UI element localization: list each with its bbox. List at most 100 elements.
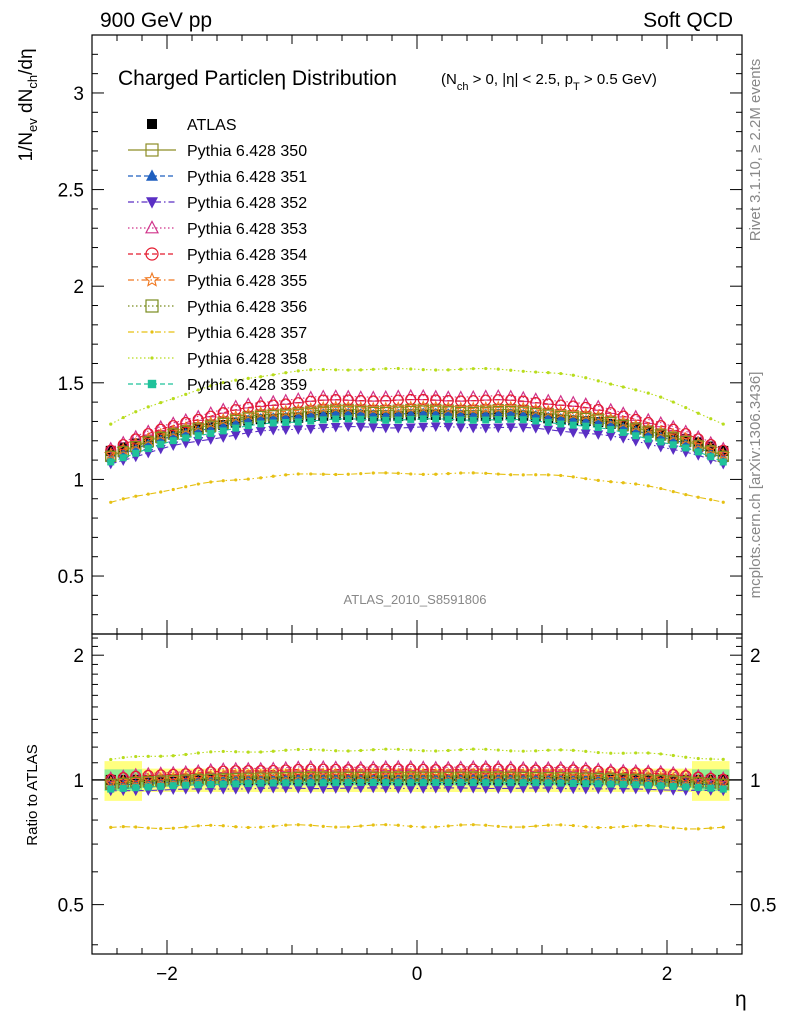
point-9-41 (621, 385, 625, 389)
legend-label-1: Pythia 6.428 350 (187, 143, 307, 160)
legend-entry-10: Pythia 6.428 359 (128, 377, 307, 394)
ratio-point-4-30 (479, 759, 492, 771)
legend-entry-6: Pythia 6.428 355 (128, 271, 307, 290)
ratio-point-6-6 (178, 770, 193, 784)
ratio-point-9-3 (146, 754, 150, 758)
ratio-point-3-11 (243, 784, 254, 795)
ratio-ytick-label-right: 2 (750, 646, 761, 667)
ratio-point-4-28 (454, 760, 467, 772)
ratio-point-9-11 (246, 750, 250, 754)
point-8-28 (459, 471, 463, 475)
point-8-14 (284, 473, 288, 477)
point-9-29 (471, 367, 475, 371)
legend-marker-10 (147, 379, 157, 389)
ratio-point-3-18 (330, 784, 341, 794)
ratio-ytick-label-right: 0.5 (750, 896, 776, 917)
ratio-point-10-29 (469, 779, 477, 787)
ratio-point-4-2 (129, 767, 142, 780)
ratio-point-9-27 (446, 748, 450, 753)
point-3-24 (405, 423, 416, 433)
point-10-6 (182, 434, 190, 442)
point-8-4 (159, 490, 163, 494)
point-8-7 (196, 482, 200, 486)
point-10-47 (694, 448, 702, 456)
rivet-label: Rivet 3.1.10, ≥ 2.2M events (747, 59, 764, 242)
point-8-3 (146, 492, 150, 496)
point-5-9 (217, 407, 229, 419)
ratio-point-10-49 (719, 785, 727, 793)
point-8-10 (234, 478, 238, 482)
point-2-24 (405, 407, 416, 418)
ratio-point-10-33 (519, 779, 527, 787)
ratio-point-10-1 (119, 784, 127, 792)
point-10-17 (319, 416, 327, 424)
ratio-point-4-36 (554, 760, 567, 772)
ratio-point-8-17 (321, 824, 325, 828)
legend-label-6: Pythia 6.428 355 (187, 273, 307, 290)
point-3-37 (568, 428, 579, 438)
point-8-48 (709, 498, 713, 502)
ratio-point-4-32 (504, 760, 517, 772)
main-ylabel: 1/Nev dNch/dη (16, 48, 40, 161)
point-8-13 (271, 474, 275, 478)
point-6-16 (303, 401, 318, 416)
ratio-point-4-31 (492, 759, 505, 772)
series-10 (107, 415, 727, 466)
ratio-point-3-10 (230, 785, 241, 795)
point-6-22 (378, 401, 393, 415)
ratio-point-5-19 (342, 764, 354, 776)
point-2-20 (355, 408, 366, 418)
point-2-26 (430, 407, 441, 418)
legend-label-3: Pythia 6.428 352 (187, 195, 307, 212)
mcplots-label: mcplots.cern.ch [arXiv:1306.3436] (747, 372, 764, 599)
ratio-point-10-28 (457, 779, 465, 787)
ratio-point-10-2 (132, 784, 140, 792)
point-10-12 (257, 420, 265, 428)
ratio-point-9-31 (496, 748, 500, 752)
point-3-34 (530, 424, 541, 434)
legend-entry-3: Pythia 6.428 352 (128, 195, 307, 212)
point-10-44 (657, 438, 665, 446)
point-3-36 (555, 427, 566, 437)
point-2-9 (218, 419, 229, 430)
legend-entry-4: Pythia 6.428 353 (128, 220, 307, 238)
series-line-8 (110, 472, 724, 503)
point-6-15 (291, 403, 306, 417)
point-8-25 (421, 472, 425, 476)
ratio-point-5-46 (680, 770, 692, 782)
point-8-37 (571, 475, 575, 479)
ratio-point-3-27 (443, 783, 454, 794)
ratio-point-4-34 (529, 760, 542, 773)
ratio-point-9-47 (696, 756, 700, 761)
point-3-33 (518, 423, 529, 433)
legend-marker-8 (150, 330, 154, 334)
point-10-46 (682, 444, 690, 452)
ratio-point-5-42 (630, 767, 642, 779)
ratio-point-9-49 (721, 757, 725, 761)
ratio-point-9-22 (384, 747, 388, 751)
main-ytick-label: 1 (73, 470, 84, 491)
ratio-point-8-39 (596, 825, 600, 830)
ratio-point-10-16 (307, 779, 315, 787)
ratio-point-9-4 (159, 754, 163, 758)
ratio-point-3-34 (530, 784, 541, 794)
point-9-35 (546, 371, 550, 375)
point-10-20 (357, 415, 365, 423)
point-8-15 (296, 472, 300, 476)
ratio-point-4-16 (304, 759, 317, 772)
ratio-point-10-19 (344, 779, 352, 787)
ratio-point-5-34 (530, 764, 542, 776)
series-line-7 (110, 410, 724, 457)
ratio-line-2 (110, 777, 724, 787)
series-9 (109, 366, 725, 426)
point-8-6 (184, 485, 188, 489)
ratio-point-9-36 (559, 748, 563, 752)
ratio-point-10-10 (232, 780, 240, 788)
point-9-27 (446, 368, 450, 372)
point-3-18 (330, 422, 341, 433)
ratio-ytick-label-right: 1 (750, 771, 761, 792)
series-line-9 (110, 367, 724, 425)
ratio-point-3-33 (518, 784, 529, 794)
point-2-34 (530, 409, 541, 420)
ratio-point-4-13 (267, 761, 280, 773)
